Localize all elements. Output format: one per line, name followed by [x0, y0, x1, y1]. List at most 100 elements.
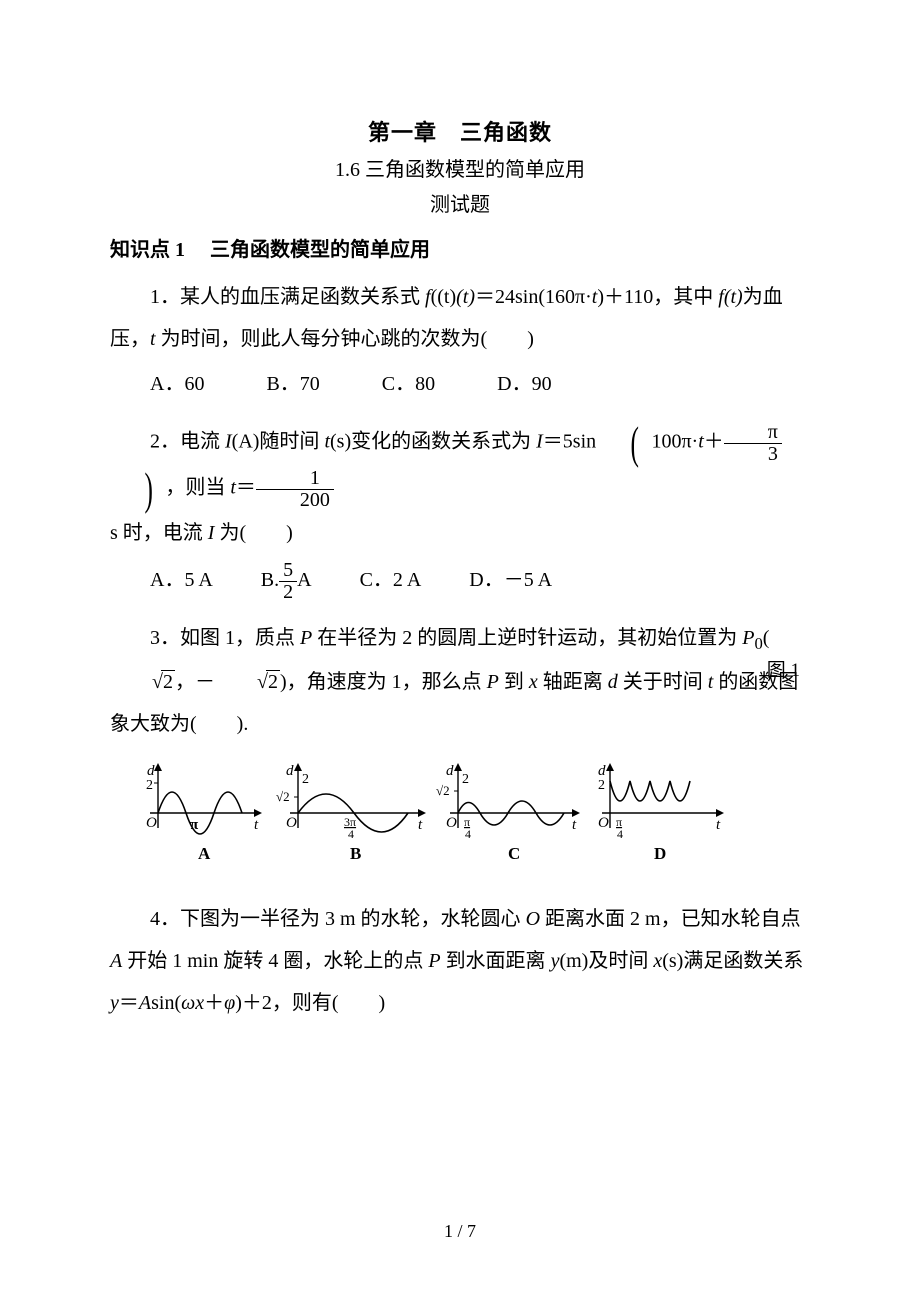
- sqrt-icon-2: 2: [215, 661, 280, 703]
- page: 第一章 三角函数 1.6 三角函数模型的简单应用 测试题 知识点 1 三角函数模…: [0, 0, 920, 1302]
- knowledge-point-heading: 知识点 1 三角函数模型的简单应用: [110, 233, 810, 262]
- chartC-label: C: [508, 844, 520, 863]
- q3-lp: (: [763, 627, 770, 649]
- chart-b: d 2 √2 O t 3π 4 B: [276, 763, 426, 863]
- chartC-d: d: [446, 763, 454, 779]
- q4-num: 4．: [150, 908, 180, 930]
- q3-d: 到: [499, 671, 529, 693]
- q2-eq: ＝5sin: [543, 431, 596, 453]
- chartB-2: 2: [302, 772, 309, 787]
- q3-rp: ): [280, 671, 287, 693]
- q2-I1: I: [225, 431, 232, 453]
- q4-e: (m)及时间: [559, 950, 653, 972]
- page-footer: 1 / 7: [0, 1221, 920, 1242]
- chart-c: d 2 √2 O t π 4 C: [436, 763, 580, 863]
- q2-l2b: 为( ): [214, 522, 292, 544]
- q4-i: ＋: [204, 992, 224, 1014]
- q1-num: 1．: [150, 286, 180, 308]
- q2-inside-a: 100π·: [651, 431, 698, 453]
- q4-x: x: [653, 950, 662, 972]
- q2-Bden: 2: [279, 582, 297, 603]
- chartC-t: t: [572, 817, 577, 833]
- chartD-t: t: [716, 817, 721, 833]
- q2-num: 2．: [150, 431, 180, 453]
- q2-line1: 2．电流 I(A)随时间 t(s)变化的函数关系式为 I＝5sin(100π·t…: [110, 420, 810, 512]
- q3-num: 3．: [150, 627, 180, 649]
- chartB-label: B: [350, 844, 361, 863]
- q3-charts: d 2 O t π A d 2 √2 O t 3π: [110, 763, 810, 878]
- q2-unitS: (s)变化的函数关系式为: [330, 431, 536, 453]
- chartB-t: t: [418, 817, 423, 833]
- q4-A: A: [110, 950, 122, 972]
- q2-choice-a: A．5 A: [150, 558, 213, 602]
- chartC-2: 2: [462, 772, 469, 787]
- q4-h: sin(: [151, 992, 181, 1014]
- question-3: 3．如图 1，质点 P 在半径为 2 的圆周上逆时针运动，其初始位置为 P0(2…: [110, 617, 810, 745]
- q3-dvar: d: [608, 671, 618, 693]
- chapter-title: 第一章 三角函数: [110, 115, 810, 147]
- chartD-O: O: [598, 815, 609, 831]
- question-4: 4．下图为一半径为 3 m 的水轮，水轮圆心 O 距离水面 2 m，已知水轮自点…: [110, 898, 810, 1024]
- q3-r2b: 2: [266, 670, 280, 693]
- q2-line2: s 时，电流 I 为( ): [110, 512, 810, 554]
- q2-choices: A．5 A B.52A C．2 A D．－5 A: [110, 558, 810, 603]
- q3-a: 如图 1，质点: [180, 627, 300, 649]
- chartA-2: 2: [146, 778, 153, 793]
- chartD-curve: [610, 781, 690, 801]
- q1-t1-inner: (t): [437, 286, 456, 308]
- q1-ft: (t): [456, 286, 475, 308]
- q3-c: ，角速度为 1，那么点: [287, 671, 487, 693]
- q3-P0: P: [742, 627, 754, 649]
- q3-text: 3．如图 1，质点 P 在半径为 2 的圆周上逆时针运动，其初始位置为 P0(2…: [110, 617, 810, 745]
- chartA-O: O: [146, 815, 157, 831]
- question-1: 1．某人的血压满足函数关系式 f((t)(t)＝24sin(160π·t)＋11…: [110, 276, 810, 360]
- q2-l2a: s 时，电流: [110, 522, 208, 544]
- q3-f: 关于时间: [618, 671, 708, 693]
- q4-f: (s)满足函数关系: [662, 950, 803, 972]
- q1-eq2: )＋110，其中: [597, 286, 718, 308]
- q4-g: ＝: [119, 992, 139, 1014]
- chartB-d: d: [286, 763, 294, 779]
- q2-post: ，则当: [165, 477, 230, 499]
- q4-omega: ωx: [181, 992, 204, 1014]
- q2-Bpre: B.: [261, 569, 279, 591]
- chart-d: d 2 O t π 4 D: [598, 763, 724, 863]
- q3-comma: ，－: [175, 671, 215, 693]
- q2-fracden: 200: [256, 490, 334, 511]
- q2-Bpost: A: [297, 569, 311, 591]
- q3-x: x: [529, 671, 538, 693]
- q3-e: 轴距离: [538, 671, 608, 693]
- q4-j: )＋2，则有( ): [235, 992, 385, 1014]
- q1-choice-d: D．90: [497, 362, 551, 406]
- chart-a: d 2 O t π A: [146, 763, 262, 863]
- chartC-O: O: [446, 815, 457, 831]
- q2-plus: ＋: [704, 431, 724, 453]
- lparen-icon: (: [609, 420, 639, 466]
- q2-3: 3: [724, 444, 782, 465]
- q2-pre: 电流: [180, 431, 225, 453]
- q4-y2: y: [110, 992, 119, 1014]
- q1-t1: ((t): [431, 286, 457, 308]
- q1-eq: ＝24sin(160π·: [475, 286, 592, 308]
- q1-ft2: (t): [724, 286, 743, 308]
- section-title: 1.6 三角函数模型的简单应用: [110, 153, 810, 182]
- q4-P: P: [428, 950, 440, 972]
- q4-a: 下图为一半径为 3 m 的水轮，水轮圆心: [180, 908, 526, 930]
- q2-choice-c: C．2 A: [360, 558, 422, 602]
- chartD-xd: 4: [617, 827, 623, 841]
- q4-d: 到水面距离: [441, 950, 551, 972]
- question-2: 2．电流 I(A)随时间 t(s)变化的函数关系式为 I＝5sin(100π·t…: [110, 420, 810, 554]
- q2-frac-pi3: π3: [724, 422, 782, 465]
- q2-unitA: (A)随时间: [232, 431, 325, 453]
- sqrt-icon-1: 2: [110, 661, 175, 703]
- q4-Aamp: A: [139, 992, 151, 1014]
- chartA-label: A: [198, 844, 211, 863]
- q1-choice-b: B．70: [266, 362, 319, 406]
- q3-charts-svg: d 2 O t π A d 2 √2 O t 3π: [140, 763, 740, 873]
- q2-choice-d: D．－5 A: [469, 558, 552, 602]
- chartC-sqrt2: √2: [436, 783, 450, 798]
- q4-c: 开始 1 min 旋转 4 圈，水轮上的点: [122, 950, 428, 972]
- subtitle: 测试题: [110, 188, 810, 217]
- chartD-2: 2: [598, 778, 605, 793]
- q2-pi: π: [724, 422, 782, 444]
